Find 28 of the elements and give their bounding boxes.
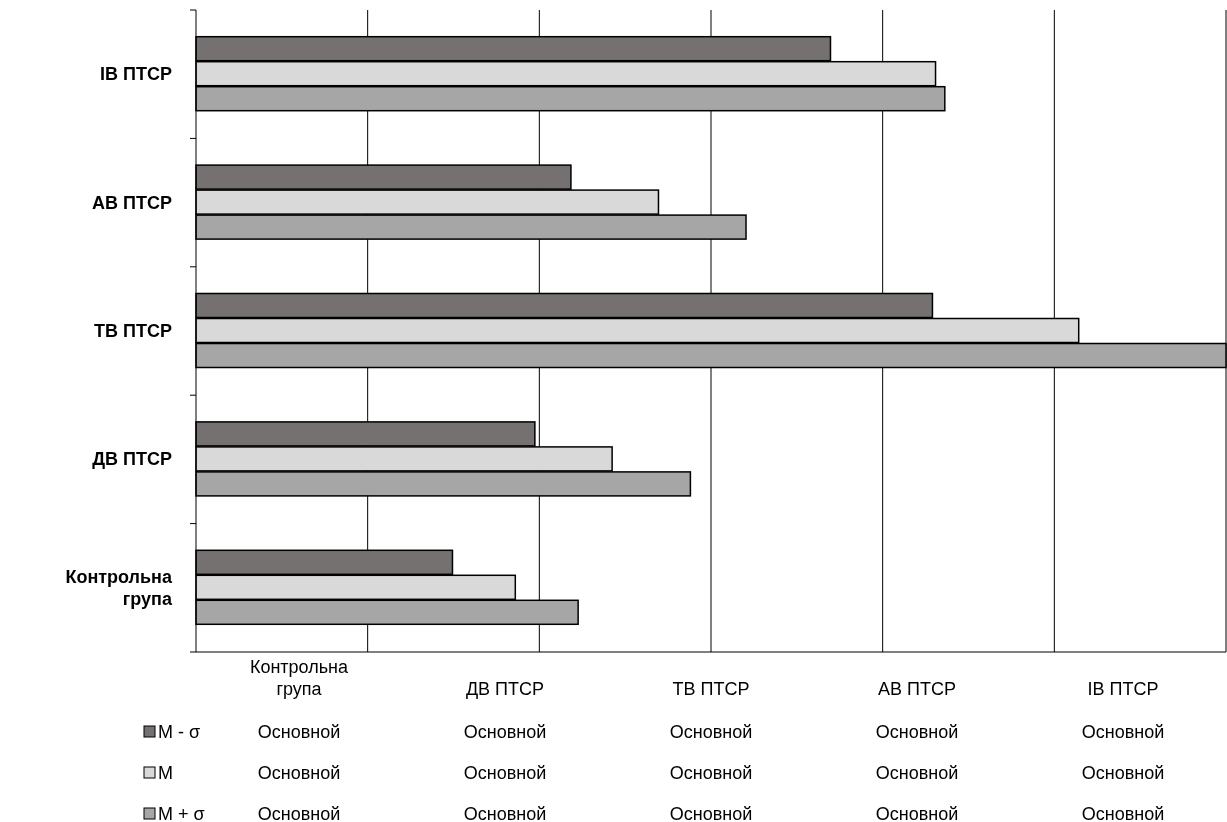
text: Основной	[463, 763, 547, 783]
text: Основной	[669, 722, 753, 742]
legend-label: M + σ	[158, 804, 205, 822]
category-label: ДВ ПТСР	[465, 679, 545, 699]
text: Основной	[1081, 722, 1165, 742]
y-tick-label: ТВ ПТСР	[94, 321, 172, 341]
text: Основной	[875, 804, 959, 822]
y-tick-label: ДВ ПТСР	[92, 449, 172, 470]
text: Основной	[463, 804, 547, 822]
text: Основной	[1081, 763, 1165, 783]
text: Основной	[669, 763, 753, 783]
text: Основной	[1081, 804, 1165, 822]
text: Основной	[875, 763, 959, 783]
category-label: ІВ ПТСР	[1087, 679, 1159, 699]
y-tick-label: ІВ ПТСР	[100, 64, 172, 85]
legend-label: M	[158, 763, 173, 783]
text: Основной	[463, 722, 547, 742]
y-tick-label: Контрольна група	[65, 566, 173, 609]
text: Основной	[257, 722, 341, 742]
text: Основной	[669, 804, 753, 822]
category-label: Контрольна група	[249, 657, 349, 699]
legend-label: M - σ	[158, 722, 201, 742]
text: Основной	[875, 722, 959, 742]
category-label: ТВ ПТСР	[672, 679, 750, 699]
text: Основной	[257, 763, 341, 783]
category-label: АВ ПТСР	[878, 679, 956, 699]
text: Основной	[257, 804, 341, 822]
y-tick-label: АВ ПТСР	[92, 192, 172, 213]
